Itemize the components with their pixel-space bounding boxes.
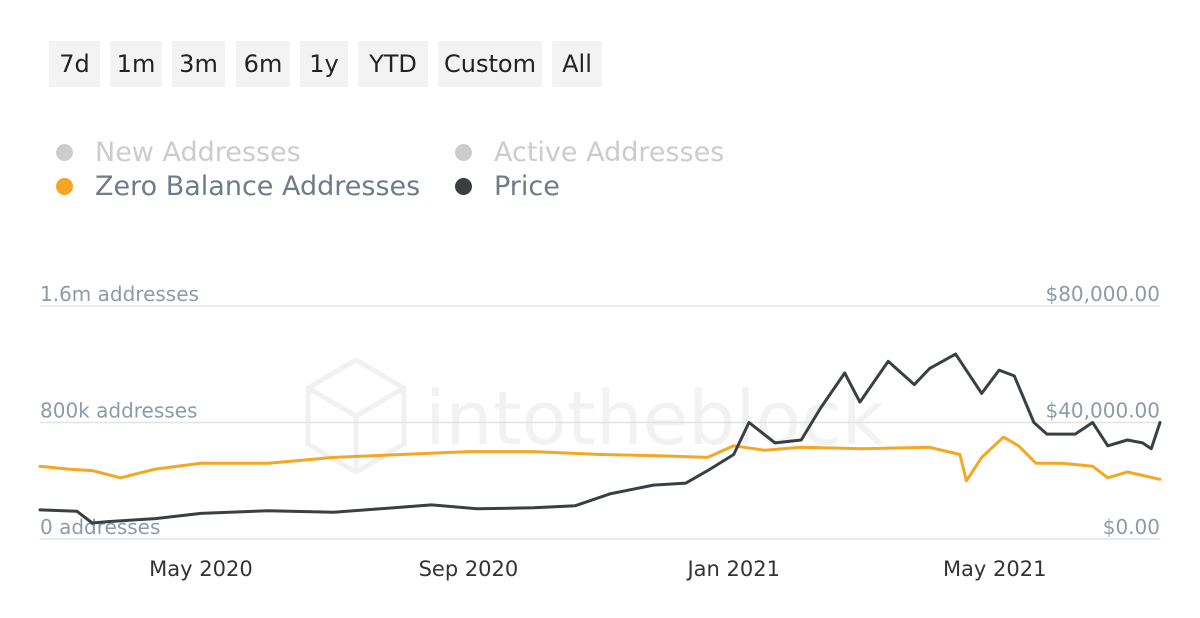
range-button-7d[interactable]: 7d <box>49 41 100 87</box>
legend-label: New Addresses <box>95 136 301 168</box>
y-right-tick-label: $80,000.00 <box>1045 282 1160 306</box>
legend-item-price[interactable]: Price <box>455 169 560 203</box>
legend-label: Price <box>494 170 560 202</box>
legend-dot-icon <box>56 177 73 195</box>
x-tick-label: Jan 2021 <box>685 557 780 581</box>
legend-dot-icon <box>455 143 472 161</box>
legend-item-active-addresses[interactable]: Active Addresses <box>455 135 724 169</box>
range-button-1y[interactable]: 1y <box>300 41 348 87</box>
legend-item-new-addresses[interactable]: New Addresses <box>56 135 301 169</box>
range-button-3m[interactable]: 3m <box>172 41 225 87</box>
range-button-custom[interactable]: Custom <box>438 41 542 87</box>
legend-label: Zero Balance Addresses <box>95 170 421 202</box>
x-tick-label: Sep 2020 <box>419 557 519 581</box>
y-left-tick-label: 800k addresses <box>40 399 197 423</box>
zero-balance-series-line <box>38 435 1162 483</box>
range-button-ytd[interactable]: YTD <box>358 41 428 87</box>
price-series-line <box>38 352 1162 525</box>
y-left-tick-label: 1.6m addresses <box>40 282 199 306</box>
legend-dot-icon <box>56 143 73 161</box>
y-right-tick-label: $40,000.00 <box>1045 399 1160 423</box>
x-tick-label: May 2020 <box>149 557 253 581</box>
range-button-1m[interactable]: 1m <box>110 41 162 87</box>
x-tick-label: May 2021 <box>943 557 1047 581</box>
legend-item-zero-balance-addresses[interactable]: Zero Balance Addresses <box>56 169 420 203</box>
legend-label: Active Addresses <box>494 136 725 168</box>
range-button-6m[interactable]: 6m <box>236 41 290 87</box>
legend-dot-icon <box>455 177 472 195</box>
y-right-tick-label: $0.00 <box>1103 515 1160 539</box>
range-button-all[interactable]: All <box>552 41 602 87</box>
